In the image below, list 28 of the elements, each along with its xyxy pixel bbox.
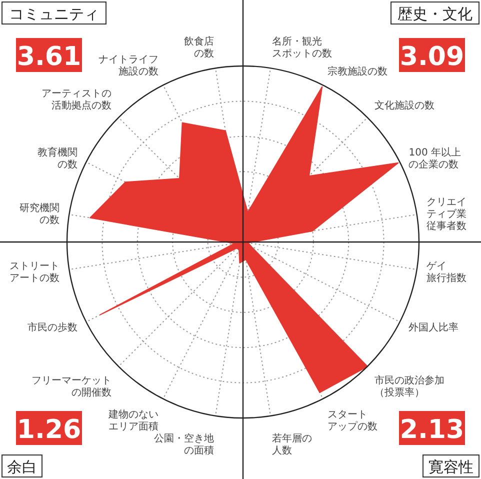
spoke-label: 研究機関の数 <box>19 202 60 226</box>
text: 2.13 <box>400 415 464 445</box>
spoke-label: 公園・空き地の面積 <box>154 432 214 457</box>
text: 余白 <box>7 458 37 476</box>
spoke-label: クリエイティブ業従事者数 <box>426 196 467 232</box>
spoke-label: 市民の歩数 <box>27 321 78 334</box>
text: 3.61 <box>16 42 82 72</box>
text: 寛容性 <box>428 458 474 476</box>
text: コミュニティ <box>9 5 99 23</box>
spoke-label: アーティストの活動拠点の数 <box>41 88 112 112</box>
spoke-label: 名所・観光スポットの数 <box>272 35 332 60</box>
text: 3.09 <box>400 42 464 72</box>
spoke-label: ストリートアートの数 <box>9 261 60 284</box>
spoke-label: 市民の政治参加（投票率） <box>374 374 445 399</box>
text: 1.26 <box>16 415 82 445</box>
spoke-label: 飲食店の数 <box>184 35 214 60</box>
spoke-label: 教育機関の数 <box>37 146 78 171</box>
spoke-label: 宗教施設の数 <box>327 65 388 78</box>
spoke-label: 100 年以上の企業の数 <box>408 146 461 171</box>
spoke-label: 外国人比率 <box>408 321 459 334</box>
spoke-label: ゲイ旅行指数 <box>426 261 467 284</box>
spoke-label: 若年層の人数 <box>272 432 312 457</box>
spoke-label: 文化施設の数 <box>374 99 435 112</box>
spoke-label: フリーマーケットの開催数 <box>31 376 112 399</box>
spoke-label: スタートアップの数 <box>327 410 378 433</box>
spoke-label: ナイトライフ施設の数 <box>98 54 159 78</box>
spoke-label: 建物のないエリア面積 <box>108 408 159 433</box>
text: 歴史・文化 <box>398 5 472 23</box>
